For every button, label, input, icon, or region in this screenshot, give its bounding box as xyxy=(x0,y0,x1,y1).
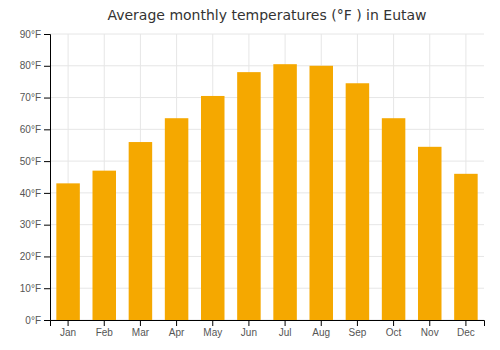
grid-line-y xyxy=(50,65,484,66)
y-tick: 80°F xyxy=(20,60,50,71)
bar xyxy=(165,118,189,320)
bar xyxy=(309,66,333,320)
bar xyxy=(346,83,370,320)
y-tick: 20°F xyxy=(20,251,50,262)
grid-line-y xyxy=(50,34,484,35)
x-tick: Nov xyxy=(421,320,439,338)
x-tick-mark xyxy=(393,320,394,326)
y-tick: 30°F xyxy=(20,219,50,230)
y-tick-mark xyxy=(44,129,50,130)
y-tick-label: 0°F xyxy=(25,315,41,326)
y-tick-label: 10°F xyxy=(20,283,41,294)
x-tick: Jan xyxy=(60,320,76,338)
y-axis: 0°F 10°F 20°F 30°F 40°F 50°F 60°F 70°F 80°F 90°F xyxy=(20,29,51,326)
plot: Jan Feb Mar Apr May Jun Jul Aug Sep Oct Nov Dec 0°F 1… xyxy=(20,29,485,338)
x-tick-mark xyxy=(68,320,69,326)
x-tick-mark xyxy=(429,320,430,326)
x-tick: Jul xyxy=(279,320,292,338)
bar xyxy=(237,72,261,320)
x-tick-label: Jun xyxy=(241,327,257,338)
y-tick: 50°F xyxy=(20,156,50,167)
y-axis-line xyxy=(44,35,51,321)
x-tick-mark xyxy=(212,320,213,326)
bar xyxy=(382,118,406,320)
grid-line-y xyxy=(50,129,484,130)
x-tick-label: Mar xyxy=(132,327,150,338)
x-tick: Apr xyxy=(169,320,185,338)
x-tick-mark xyxy=(176,320,177,326)
y-tick-label: 90°F xyxy=(20,29,41,40)
x-tick: Oct xyxy=(386,320,402,338)
y-tick: 40°F xyxy=(20,188,50,199)
x-axis: Jan Feb Mar Apr May Jun Jul Aug Sep Oct Nov Dec xyxy=(51,320,485,338)
bar xyxy=(418,147,442,320)
y-tick-label: 50°F xyxy=(20,156,41,167)
x-tick-label: Sep xyxy=(349,327,367,338)
y-tick-label: 20°F xyxy=(20,251,41,262)
title: Average monthly temperatures (°F ) in Eu… xyxy=(107,7,426,23)
x-tick: May xyxy=(203,320,222,338)
x-tick-label: Aug xyxy=(312,327,330,338)
x-tick-label: Apr xyxy=(169,327,185,338)
y-tick: 0°F xyxy=(25,315,50,326)
y-tick-mark xyxy=(44,98,50,99)
y-tick: 70°F xyxy=(20,92,50,103)
grid-line-y xyxy=(50,97,484,98)
x-tick: Jun xyxy=(241,320,257,338)
x-tick: Aug xyxy=(312,320,330,338)
y-tick-mark xyxy=(44,225,50,226)
y-tick-label: 80°F xyxy=(20,60,41,71)
x-tick: Sep xyxy=(349,320,367,338)
x-tick-label: Jan xyxy=(60,327,76,338)
y-tick-mark xyxy=(44,66,50,67)
x-axis-line xyxy=(51,321,485,327)
y-tick-mark xyxy=(44,161,50,162)
x-tick-mark xyxy=(140,320,141,326)
x-tick-mark xyxy=(357,320,358,326)
bar xyxy=(273,64,297,320)
x-tick-mark xyxy=(465,320,466,326)
x-tick-label: Nov xyxy=(421,327,439,338)
grid xyxy=(50,34,484,320)
y-tick: 90°F xyxy=(20,29,50,40)
x-tick-label: Dec xyxy=(457,327,475,338)
chart: Jan Feb Mar Apr May Jun Jul Aug Sep Oct Nov Dec 0°F 1… xyxy=(0,0,500,350)
bar xyxy=(454,174,478,320)
x-tick: Feb xyxy=(96,320,114,338)
x-tick-label: May xyxy=(203,327,222,338)
y-tick: 10°F xyxy=(20,283,50,294)
bar xyxy=(56,183,80,320)
y-tick-mark xyxy=(44,193,50,194)
y-tick-mark xyxy=(44,34,50,35)
y-tick-mark xyxy=(44,288,50,289)
x-tick-mark xyxy=(321,320,322,326)
bars xyxy=(56,64,477,320)
x-tick-label: Oct xyxy=(386,327,402,338)
x-tick-mark xyxy=(285,320,286,326)
x-tick: Dec xyxy=(457,320,475,338)
x-tick-mark xyxy=(248,320,249,326)
y-tick-mark xyxy=(44,320,50,321)
x-tick: Mar xyxy=(132,320,150,338)
y-tick-label: 60°F xyxy=(20,124,41,135)
x-tick-label: Feb xyxy=(96,327,114,338)
y-tick-mark xyxy=(44,256,50,257)
x-tick-mark xyxy=(104,320,105,326)
y-tick-label: 70°F xyxy=(20,92,41,103)
bar xyxy=(92,171,116,320)
bar xyxy=(129,142,153,320)
x-tick-label: Jul xyxy=(279,327,292,338)
y-tick-label: 30°F xyxy=(20,219,41,230)
y-tick: 60°F xyxy=(20,124,50,135)
y-tick-label: 40°F xyxy=(20,188,41,199)
bar xyxy=(201,96,225,320)
